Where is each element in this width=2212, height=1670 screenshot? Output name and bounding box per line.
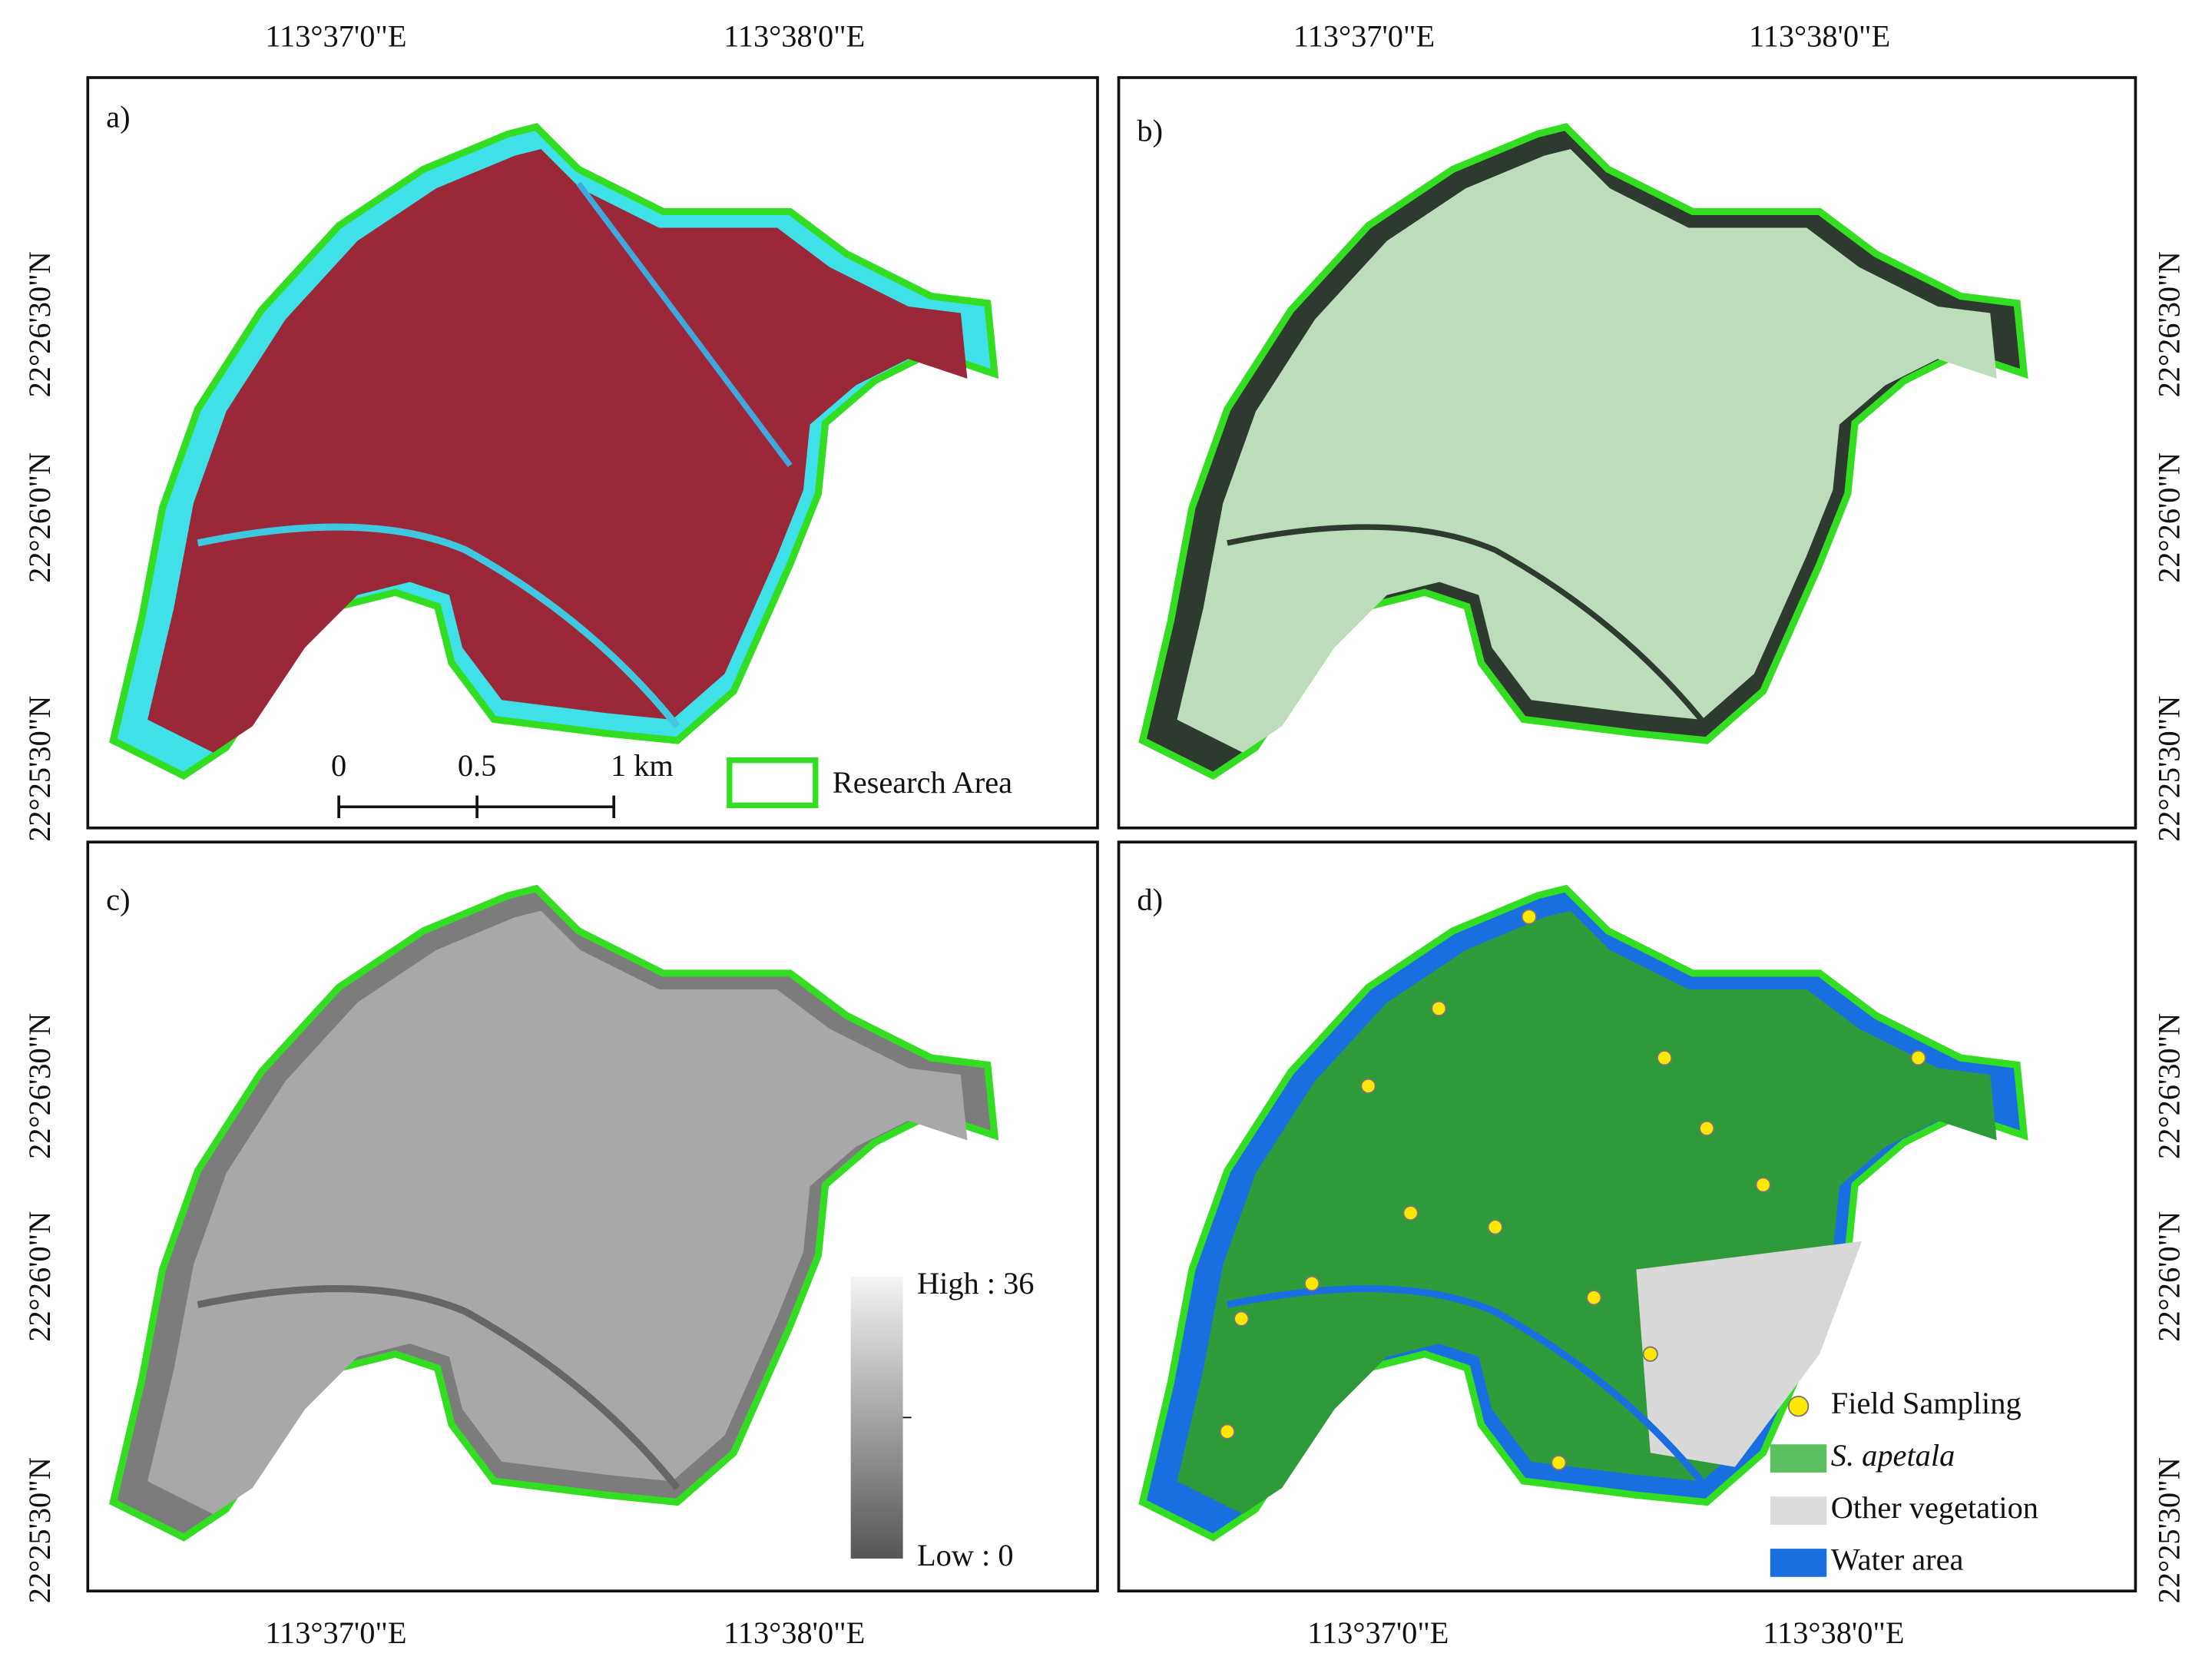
panel-label: a): [106, 99, 130, 134]
map-c: [113, 889, 995, 1538]
latitude-label: 22°26'0"N: [22, 452, 57, 583]
map-a: [113, 127, 995, 776]
legend-label: Research Area: [833, 765, 1012, 800]
colorbar-label: High : 36: [917, 1266, 1035, 1301]
latitude-label: 22°25'30"N: [22, 696, 57, 842]
longitude-label: 113°38'0"E: [724, 19, 865, 54]
latitude-label: 22°26'30"N: [22, 251, 57, 397]
latitude-label: 22°25'30"N: [2151, 1457, 2186, 1603]
longitude-label: 113°37'0"E: [265, 1615, 406, 1650]
longitude-label: 113°37'0"E: [1307, 1615, 1449, 1650]
longitude-label: 113°38'0"E: [1763, 1615, 1904, 1650]
latitude-label: 22°25'30"N: [22, 1457, 57, 1603]
longitude-label: 113°37'0"E: [265, 19, 406, 54]
legend-label: Field Sampling: [1831, 1386, 2022, 1420]
latitude-label: 22°26'0"N: [2151, 1211, 2186, 1342]
panel-label: c): [106, 882, 130, 916]
scale-label: 0: [331, 748, 346, 783]
latitude-label: 22°26'0"N: [2151, 452, 2186, 583]
legend-swatch: [1770, 1549, 1827, 1577]
legend-swatch: [727, 757, 819, 809]
colorbar: [850, 1276, 903, 1559]
legend-swatch: [1770, 1444, 1827, 1473]
latitude-label: 22°25'30"N: [2151, 696, 2186, 842]
legend-swatch: [1787, 1395, 1810, 1417]
longitude-label: 113°37'0"E: [1293, 19, 1435, 54]
scale-bar: [337, 795, 616, 818]
legend-label: Water area: [1831, 1542, 1964, 1577]
legend-swatch: [1770, 1496, 1827, 1525]
panel-label: d): [1137, 882, 1163, 916]
latitude-label: 22°26'30"N: [2151, 1013, 2186, 1159]
scale-label: 1 km: [611, 748, 674, 783]
longitude-label: 113°38'0"E: [724, 1615, 865, 1650]
map-d: [1143, 889, 2025, 1538]
latitude-label: 22°26'0"N: [22, 1211, 57, 1342]
panel-label: b): [1137, 114, 1163, 148]
legend-label: Other vegetation: [1831, 1490, 2038, 1525]
latitude-label: 22°26'30"N: [2151, 251, 2186, 397]
panel-frames: [86, 76, 2137, 1593]
map-b: [1143, 127, 2025, 776]
scale-label: 0.5: [458, 748, 496, 783]
legend-label: S. apetala: [1831, 1438, 1955, 1473]
longitude-label: 113°38'0"E: [1749, 19, 1890, 54]
colorbar-label: Low : 0: [917, 1538, 1014, 1572]
latitude-label: 22°26'30"N: [22, 1013, 57, 1159]
